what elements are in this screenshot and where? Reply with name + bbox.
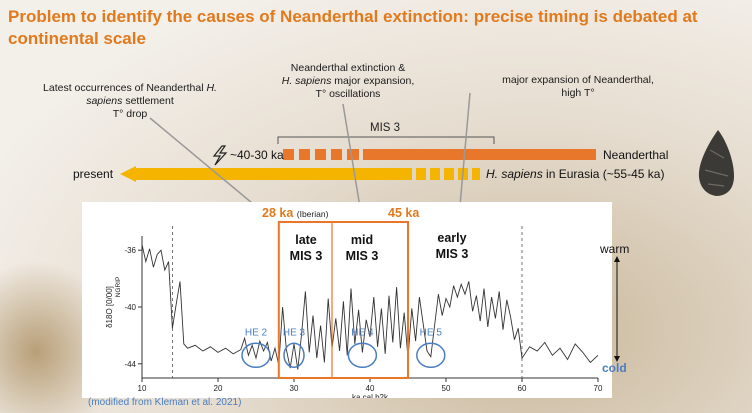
annotation-latest-occurrences: Latest occurrences of Neanderthal H. sap… — [6, 82, 254, 121]
y-axis-label: δ18O [0/00] — [105, 286, 114, 328]
lightning-icon — [212, 145, 228, 166]
warm-label: warm — [600, 242, 630, 256]
neanderthal-segment — [315, 149, 326, 160]
x-tick-label: 20 — [214, 384, 223, 393]
annotation-italic: sapiens — [86, 95, 123, 107]
annotation-text: T° drop — [112, 108, 148, 120]
annotation-text: settlement — [125, 95, 174, 107]
heinrich-event-circle — [347, 342, 378, 369]
phase-word: early — [437, 231, 467, 245]
y-axis-label-top: NGRIP — [115, 277, 122, 298]
phase-word: MIS 3 — [289, 249, 323, 263]
phase-word: MIS 3 — [345, 249, 379, 263]
arrow-down-head — [614, 356, 620, 362]
annotation-text: high T° — [561, 87, 595, 99]
neanderthal-segment — [331, 149, 342, 160]
annotation-text: Latest occurrences of Neanderthal — [43, 82, 204, 94]
x-tick-label: 40 — [366, 384, 375, 393]
cold-label: cold — [602, 361, 627, 375]
mis3-bracket — [277, 136, 495, 144]
present-arrowhead — [120, 166, 136, 182]
neanderthal-segment — [363, 149, 596, 160]
phase-word: MIS 3 — [435, 247, 469, 261]
neanderthal-bar — [283, 149, 596, 160]
annotation-italic: H. sapiens — [281, 75, 332, 87]
ngrip-chart: 10 20 30 40 50 60 70 -36 -40 -44 ka cal b2k NGRIPδ1… — [105, 221, 603, 402]
heinrich-event-label: HE 5 — [420, 327, 443, 338]
sapiens-segment — [444, 168, 454, 180]
phase-mid-mis3: mid MIS 3 — [338, 232, 386, 264]
x-tick-label: 70 — [594, 384, 603, 393]
y-tick-label: -36 — [124, 246, 136, 255]
phase-early-mis3: early MIS 3 — [428, 230, 476, 262]
neanderthal-segment — [299, 149, 310, 160]
marker-28ka: 28 ka (Iberian) — [262, 206, 328, 220]
heinrich-event-label: HE 4 — [351, 327, 374, 338]
handaxe-facets — [704, 149, 729, 187]
x-tick-label: 60 — [518, 384, 527, 393]
arrow-up-head — [614, 256, 620, 262]
warm-cold-arrow — [614, 256, 620, 362]
marker-45ka: 45 ka — [388, 206, 420, 220]
mis3-box — [277, 221, 409, 379]
annotation-text: major expansion of Neanderthal, — [502, 74, 654, 86]
source-credit: (modified from Kleman et al. 2021) — [88, 397, 242, 408]
phase-late-mis3: late MIS 3 — [282, 232, 330, 264]
annotation-major-expansion: major expansion of Neanderthal, high T° — [478, 74, 678, 100]
sapiens-segment — [430, 168, 440, 180]
sapiens-label-rest: in Eurasia (~55-45 ka) — [546, 167, 665, 181]
slide-title: Problem to identify the causes of Neande… — [8, 7, 698, 48]
ngrip-series-line — [141, 244, 599, 370]
phase-word: mid — [350, 233, 374, 247]
x-tick-label: 30 — [290, 384, 299, 393]
sapiens-bar — [120, 166, 480, 182]
sapiens-label: H. sapiens in Eurasia (~55-45 ka) — [486, 167, 664, 181]
x-axis-label: ka cal b2k — [352, 393, 389, 398]
annotation-text: major expansion, — [334, 75, 415, 87]
ngrip-chart-panel: 10 20 30 40 50 60 70 -36 -40 -44 ka cal b2k NGRIP δ1… — [82, 202, 612, 402]
annotation-text: T° oscillations — [315, 88, 381, 100]
present-label: present — [73, 167, 114, 181]
y-tick-label: -44 — [124, 360, 136, 369]
mis3-label: MIS 3 — [370, 122, 401, 134]
neanderthal-label: Neanderthal — [603, 148, 669, 162]
neanderthal-segment — [283, 149, 294, 160]
y-tick-label: -40 — [124, 303, 136, 312]
heinrich-event-circle — [283, 342, 305, 369]
marker-28ka-note: (Iberian) — [296, 209, 329, 219]
heinrich-event-circle — [416, 342, 446, 369]
annotation-italic: H. — [206, 82, 217, 94]
age-label: ~40-30 ka — [230, 148, 284, 162]
x-tick-label: 50 — [442, 384, 451, 393]
sapiens-label-italic: H. sapiens — [486, 167, 543, 181]
heinrich-event-circle — [241, 342, 271, 369]
x-tick-label: 10 — [138, 384, 147, 393]
heinrich-event-label: HE 2 — [245, 327, 268, 338]
neanderthal-segment — [347, 149, 359, 160]
marker-28ka-value: 28 ka — [262, 206, 294, 220]
phase-word: late — [295, 233, 317, 247]
annotation-extinction: Neanderthal extinction & H. sapiens majo… — [268, 62, 428, 101]
annotation-text: Neanderthal extinction & — [290, 62, 406, 74]
sapiens-segment — [472, 168, 480, 180]
handaxe-image — [698, 130, 734, 196]
sapiens-segment — [416, 168, 426, 180]
sapiens-segment — [136, 168, 412, 180]
heinrich-event-label: HE 3 — [283, 327, 306, 338]
